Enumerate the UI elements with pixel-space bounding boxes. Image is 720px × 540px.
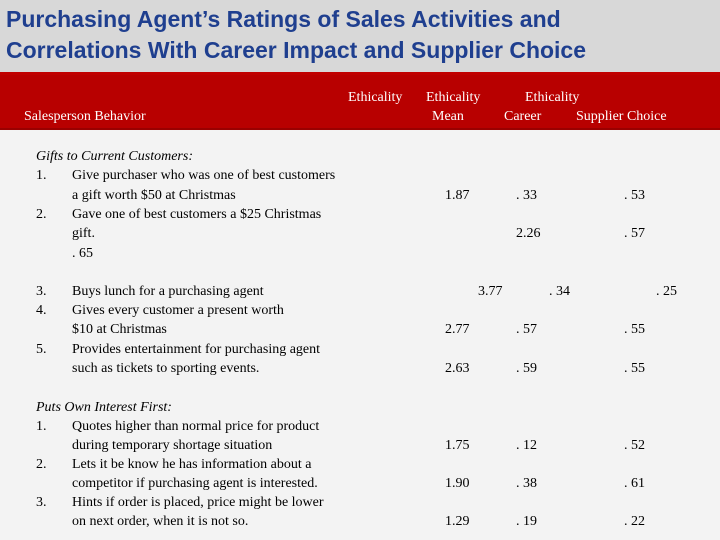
mean-value: 1.75 <box>445 438 470 453</box>
career-value: . 34 <box>549 284 570 299</box>
behavior-text: during temporary shortage situation <box>72 438 273 453</box>
header-supplier-line-1: Ethicality <box>525 90 580 105</box>
item-marker: 3. <box>36 284 47 299</box>
item-marker: 2. <box>36 457 47 472</box>
slide-title: Purchasing Agent’s Ratings of Sales Acti… <box>6 4 586 66</box>
table-header: Salesperson Behavior Ethicality Mean Eth… <box>0 75 720 128</box>
table-body <box>0 130 720 540</box>
header-salesperson-behavior: Salesperson Behavior <box>24 109 146 124</box>
header-career-line-1: Ethicality <box>426 90 481 105</box>
career-value: . 19 <box>516 514 537 529</box>
title-band: Purchasing Agent’s Ratings of Sales Acti… <box>0 0 720 72</box>
supplier-value: . 55 <box>624 361 645 376</box>
behavior-text: a gift worth $50 at Christmas <box>72 188 236 203</box>
mean-value: 2.77 <box>445 322 470 337</box>
behavior-text: Gave one of best customers a $25 Christm… <box>72 207 322 222</box>
behavior-text: Lets it be know he has information about… <box>72 457 312 472</box>
behavior-text: Buys lunch for a purchasing agent <box>72 284 264 299</box>
behavior-text: such as tickets to sporting events. <box>72 361 260 376</box>
header-supplier-line-2: Supplier Choice <box>576 109 667 124</box>
behavior-text: Quotes higher than normal price for prod… <box>72 419 320 434</box>
career-value: . 33 <box>516 188 537 203</box>
career-value: 2.26 <box>516 226 541 241</box>
mean-value: 1.29 <box>445 514 470 529</box>
supplier-value: . 61 <box>624 476 645 491</box>
behavior-text: Give purchaser who was one of best custo… <box>72 168 336 183</box>
behavior-text: . 65 <box>72 246 93 261</box>
mean-value: 3.77 <box>478 284 503 299</box>
supplier-value: . 25 <box>656 284 677 299</box>
career-value: . 59 <box>516 361 537 376</box>
supplier-value: . 52 <box>624 438 645 453</box>
mean-value: 1.90 <box>445 476 470 491</box>
behavior-text: competitor if purchasing agent is intere… <box>72 476 318 491</box>
behavior-text: Gives every customer a present worth <box>72 303 284 318</box>
item-marker: 1. <box>36 168 47 183</box>
section-heading: Gifts to Current Customers: <box>36 149 193 164</box>
behavior-text: Hints if order is placed, price might be… <box>72 495 324 510</box>
career-value: . 12 <box>516 438 537 453</box>
career-value: . 38 <box>516 476 537 491</box>
behavior-text: on next order, when it is not so. <box>72 514 249 529</box>
item-marker: 1. <box>36 419 47 434</box>
supplier-value: . 55 <box>624 322 645 337</box>
item-marker: 3. <box>36 495 47 510</box>
slide-title-line-2: Correlations With Career Impact and Supp… <box>6 37 587 63</box>
section-heading: Puts Own Interest First: <box>36 400 172 415</box>
behavior-text: gift. <box>72 226 95 241</box>
item-marker: 4. <box>36 303 47 318</box>
header-mean-line-1: Ethicality <box>348 90 403 105</box>
career-value: . 57 <box>516 322 537 337</box>
header-career-line-2: Career <box>504 109 542 124</box>
title-divider <box>0 72 720 75</box>
mean-value: 2.63 <box>445 361 470 376</box>
slide-title-line-1: Purchasing Agent’s Ratings of Sales Acti… <box>6 6 561 32</box>
item-marker: 2. <box>36 207 47 222</box>
supplier-value: . 53 <box>624 188 645 203</box>
mean-value: 1.87 <box>445 188 470 203</box>
header-mean-line-2: Mean <box>432 109 464 124</box>
supplier-value: . 57 <box>624 226 645 241</box>
behavior-text: $10 at Christmas <box>72 322 167 337</box>
supplier-value: . 22 <box>624 514 645 529</box>
header-divider <box>0 128 720 130</box>
item-marker: 5. <box>36 342 47 357</box>
behavior-text: Provides entertainment for purchasing ag… <box>72 342 321 357</box>
